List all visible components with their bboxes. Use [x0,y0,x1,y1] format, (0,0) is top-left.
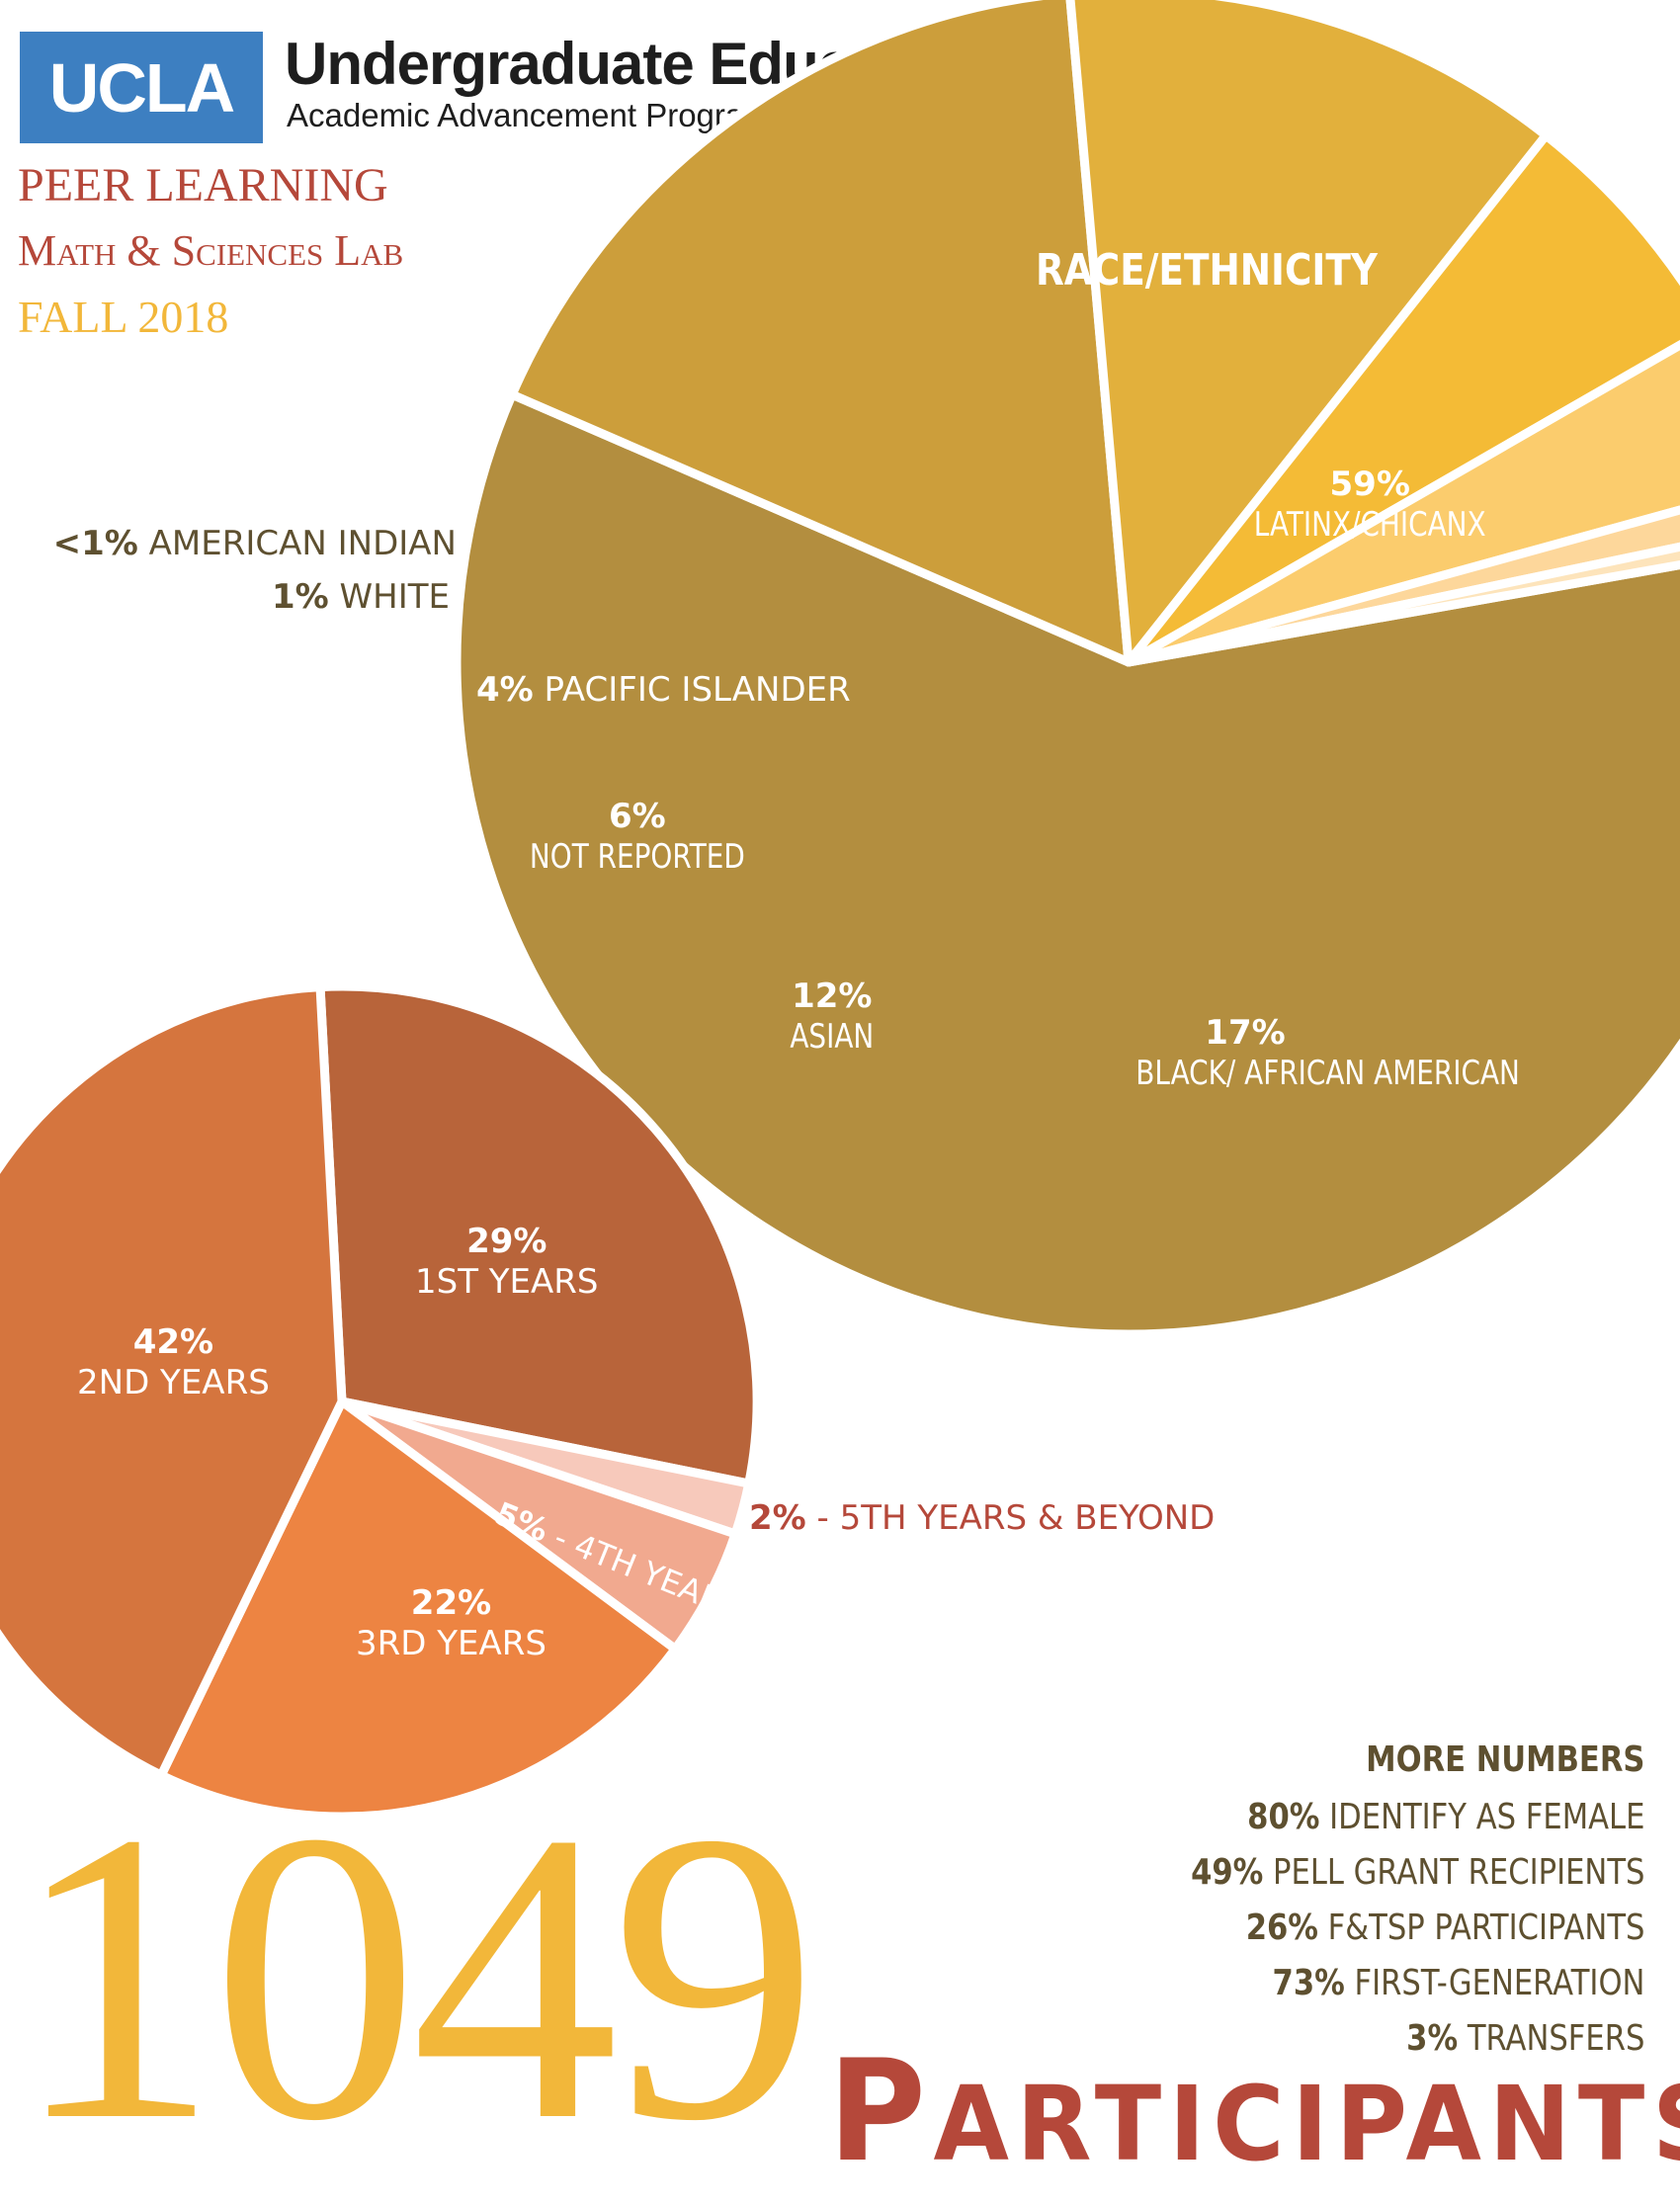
year-slice-3 [156,1397,680,1822]
stat-pct: 49% [1190,1852,1263,1893]
more-numbers-panel: MORE NUMBERS 80% IDENTIFY AS FEMALE 49% … [1111,1739,1644,2067]
stat-label: TRANSFERS [1467,2018,1644,2059]
stat-label: IDENTIFY AS FEMALE [1328,1797,1644,1837]
stat-pct: 3% [1405,2018,1458,2059]
stat-label: PELL GRANT RECIPIENTS [1272,1852,1644,1893]
race-name: PACIFIC ISLANDER [544,670,851,710]
race-label-white: 1% WHITE [272,577,450,618]
org-subtitle: Academic Advancement Program [287,97,771,133]
year-label-second: 42% 2ND YEARS [77,1322,270,1403]
participants-initial: P [828,2030,934,2193]
race-ethnicity-pie [452,0,1680,1339]
stat-row: 49% PELL GRANT RECIPIENTS [1191,1845,1644,1901]
program-heading: PEER LEARNING [18,159,388,212]
stat-label: F&TSP PARTICIPANTS [1327,1908,1644,1948]
stat-pct: 26% [1245,1908,1318,1948]
year-label-first: 29% 1ST YEARS [415,1222,599,1303]
race-pct: 17% [1205,1013,1286,1053]
year-slice-4 [0,982,347,1780]
race-label-latinx: 59% LATINX/CHICANX [1228,465,1511,546]
race-pct: 12% [792,976,873,1016]
stat-label: FIRST-GENERATION [1354,1963,1644,2003]
race-pct: 6% [609,797,666,836]
year-slice-0 [315,981,762,1488]
participants-rest: ARTICIPANTS [933,2064,1680,2184]
race-slice-4 [1124,339,1680,667]
stat-row: 3% TRANSFERS [1191,2011,1644,2067]
race-name: AMERICAN INDIAN [148,524,457,563]
year-label-fifth: 2% - 5TH YEARS & BEYOND [749,1498,1215,1539]
race-slice-1 [507,0,1134,667]
year-name: 3RD YEARS [356,1623,546,1663]
participants-label: PARTICIPANTS [828,2030,1680,2193]
year-pct: 22% [410,1583,492,1623]
year-pct: 29% [466,1222,547,1261]
race-label-american-indian: <1% AMERICAN INDIAN [53,524,457,564]
race-slice-2 [1065,0,1551,667]
class-year-pie [0,981,762,1822]
race-pct: 59% [1329,465,1410,504]
race-name: ASIAN [790,1016,875,1057]
year-name: 1ST YEARS [415,1261,599,1302]
lab-heading: Math & Sciences Lab [18,226,404,275]
participant-count: 1049 [12,1746,818,2206]
race-slice-6 [1124,542,1680,667]
ucla-logo: UCLA [20,32,263,143]
race-chart-title: RACE/ETHNICITY [1036,245,1378,296]
race-pct: 4% [476,670,534,710]
more-numbers-title: MORE NUMBERS [1365,1739,1644,1780]
race-slice-0 [452,389,1680,1339]
stat-pct: 73% [1272,1963,1345,2003]
stat-row: 26% F&TSP PARTICIPANTS [1191,1901,1644,1956]
year-pct: 42% [132,1322,214,1362]
race-name: NOT REPORTED [529,836,745,877]
race-name: LATINX/CHICANX [1253,504,1486,545]
term-heading: FALL 2018 [18,292,229,342]
year-pct: 2% [749,1498,806,1538]
stat-pct: 80% [1246,1797,1319,1837]
race-label-black: 17% BLACK/ AFRICAN AMERICAN [1112,1013,1520,1094]
stat-row: 73% FIRST-GENERATION [1191,1956,1644,2011]
race-label-pacific-islander: 4% PACIFIC ISLANDER [476,670,851,711]
year-name: - 5TH YEARS & BEYOND [816,1498,1216,1538]
race-label-not-reported: 6% NOT REPORTED [506,797,769,878]
year-name: 2ND YEARS [77,1362,270,1402]
year-label-third: 22% 3RD YEARS [356,1583,546,1664]
stat-row: 80% IDENTIFY AS FEMALE [1191,1790,1644,1845]
race-name: BLACK/ AFRICAN AMERICAN [1135,1053,1520,1093]
race-slice-3 [1124,130,1680,667]
race-name: WHITE [339,577,450,617]
race-label-asian: 12% ASIAN [781,976,883,1058]
race-pct: <1% [52,524,138,563]
race-pct: 1% [271,577,329,617]
